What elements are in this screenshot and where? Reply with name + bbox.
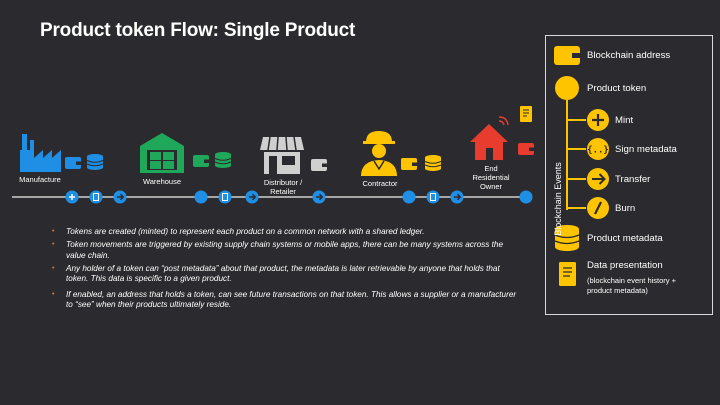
transfer-node [112,189,128,205]
legend-data-presentation-note: (blockchain event history + product meta… [587,276,677,295]
transfer-node [449,189,465,205]
warehouse-icon [140,133,184,173]
legend-data-presentation: Data presentation [587,260,663,271]
node [402,190,416,204]
legend-transfer: Transfer [615,174,651,185]
timeline-nodes [65,189,533,205]
legend-blockchain-address: Blockchain address [587,50,671,61]
database-icon [424,154,442,172]
legend-panel: {..} Blockchain address Product token Bl… [545,35,713,315]
node [194,190,208,204]
wallet-icon [65,157,81,169]
database-icon [86,153,104,171]
worker-icon [361,131,397,176]
wallet-icon [193,155,209,167]
stage-label-warehouse: Warehouse [142,177,182,186]
wallet-icon [311,159,327,171]
database-icon [214,151,232,169]
flow-diagram [12,106,534,205]
stage-label-owner: End Residential Owner [472,164,510,191]
legend-burn: Burn [615,203,636,214]
factory-icon [20,134,61,172]
sign-icon [587,138,609,160]
wallet-icon [401,158,417,170]
svg-text:{..}: {..} [587,146,609,156]
stage-label-manufacture: Manufacture [19,175,61,184]
legend-sign-metadata: Sign metadata [615,144,677,155]
wallet-icon [518,143,534,155]
token-icon [555,76,579,100]
stage-label-distributor: Distributor / Retailer [263,178,303,196]
sign-node [426,190,440,204]
transfer-node [311,189,327,205]
bullet-item: Tokens are created (minted) to represent… [52,227,522,238]
store-icon [260,136,304,174]
document-icon [559,262,576,286]
bullet-item: Any holder of a token can “post metadata… [52,264,522,285]
database-icon [554,225,580,251]
legend-product-metadata: Product metadata [587,233,663,244]
bullet-item: Token movements are triggered by existin… [52,240,522,261]
sign-node [218,190,232,204]
legend-events-title: Blockchain Events [553,162,563,236]
bullet-list: Tokens are created (minted) to represent… [52,227,522,313]
legend-product-token: Product token [587,83,647,94]
house-icon [470,124,508,160]
wifi-icon [498,116,509,126]
wallet-icon [554,46,580,65]
bullet-item: If enabled, an address that holds a toke… [52,290,522,311]
legend-mint: Mint [615,115,634,126]
end-node [519,190,533,204]
legend-icons: {..} [554,46,609,286]
stage-label-contractor: Contractor [362,179,398,188]
sign-node [89,190,103,204]
page-title: Product token Flow: Single Product [40,20,356,41]
document-icon [520,106,532,122]
